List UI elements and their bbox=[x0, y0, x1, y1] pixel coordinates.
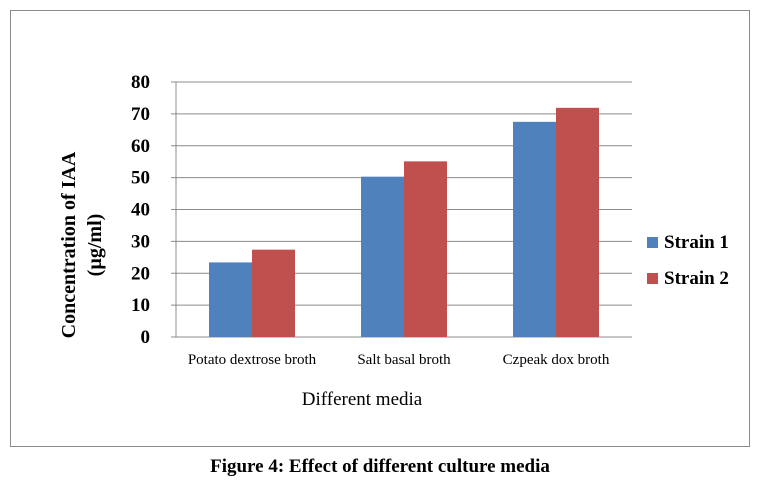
bar-strain-1 bbox=[361, 176, 404, 337]
legend-label: Strain 1 bbox=[664, 232, 729, 253]
y-tick-label: 0 bbox=[141, 327, 151, 348]
bar-strain-1 bbox=[209, 262, 252, 337]
bar-strain-2 bbox=[556, 107, 599, 337]
x-tick-label: Potato dextrose broth bbox=[188, 352, 317, 368]
y-tick-label: 50 bbox=[131, 168, 150, 189]
figure-caption: Figure 4: Effect of different culture me… bbox=[210, 456, 550, 477]
y-tick-label: 40 bbox=[131, 200, 150, 221]
bar-strain-2 bbox=[404, 161, 447, 337]
y-tick-label: 20 bbox=[131, 263, 150, 284]
y-tick-label: 60 bbox=[131, 136, 150, 157]
bar-strain-2 bbox=[252, 249, 295, 337]
x-tick-label: Salt basal broth bbox=[357, 352, 451, 368]
y-tick-label: 80 bbox=[131, 72, 150, 93]
x-tick-label: Czpeak dox broth bbox=[503, 352, 610, 368]
y-axis-label-line: Concentration of IAA bbox=[58, 151, 80, 338]
y-tick-label: 30 bbox=[131, 231, 150, 252]
y-tick-label: 10 bbox=[131, 295, 150, 316]
y-axis-label-line: (µg/ml) bbox=[84, 214, 106, 277]
legend-swatch bbox=[647, 237, 658, 248]
chart-frame bbox=[10, 10, 750, 447]
y-tick-label: 70 bbox=[131, 104, 150, 125]
legend-label: Strain 2 bbox=[664, 268, 729, 289]
legend-swatch bbox=[647, 273, 658, 284]
y-axis-label: Concentration of IAA (µg/ml) bbox=[58, 151, 106, 338]
x-axis-label: Different media bbox=[302, 389, 423, 410]
bar-strain-1 bbox=[513, 121, 556, 337]
